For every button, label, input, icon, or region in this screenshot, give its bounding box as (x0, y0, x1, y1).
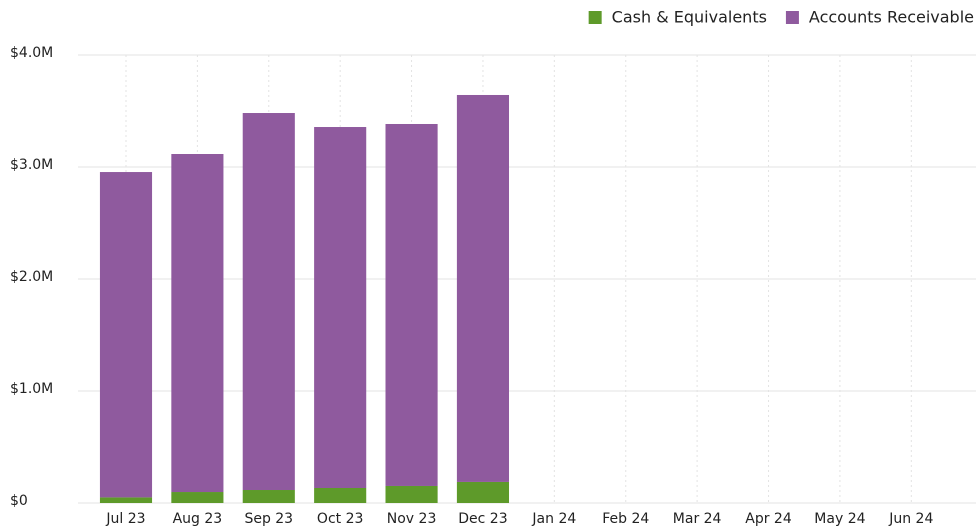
y-tick-label: $4.0M (10, 45, 53, 61)
x-tick-label: Aug 23 (173, 511, 223, 527)
bar-segment (314, 127, 367, 488)
x-tick-label: Oct 23 (317, 511, 363, 527)
legend-swatch (785, 11, 799, 24)
y-tick-label: $1.0M (10, 381, 53, 397)
x-tick-label: Sep 23 (244, 511, 293, 527)
x-tick-label: Dec 23 (458, 511, 507, 527)
x-tick-label: May 24 (814, 511, 865, 527)
bar-segment (456, 481, 510, 503)
bar-segment (99, 172, 153, 498)
bar-segment (99, 497, 153, 503)
bar-segment (171, 154, 224, 493)
bar-segment (171, 492, 224, 503)
bar-segment (242, 490, 295, 503)
y-tick-label: $2.0M (10, 269, 53, 285)
x-tick-label: Apr 24 (745, 511, 792, 527)
x-tick-label: Jul 23 (105, 511, 145, 527)
x-tick-label: Nov 23 (387, 511, 437, 527)
legend-label: Accounts Receivable (809, 8, 974, 27)
bar-segment (385, 485, 438, 503)
y-tick-label: $0 (10, 493, 28, 509)
y-tick-label: $3.0M (10, 157, 53, 173)
bar-segment (456, 94, 510, 482)
bar-segment (385, 123, 438, 486)
x-tick-label: Jan 24 (531, 511, 576, 527)
x-tick-label: Feb 24 (602, 511, 649, 527)
bar-segment (314, 487, 367, 503)
bar-segment (242, 113, 295, 491)
legend-swatch (588, 11, 602, 24)
x-tick-label: Jun 24 (888, 511, 933, 527)
legend-label: Cash & Equivalents (612, 8, 767, 27)
x-tick-label: Mar 24 (673, 511, 722, 527)
